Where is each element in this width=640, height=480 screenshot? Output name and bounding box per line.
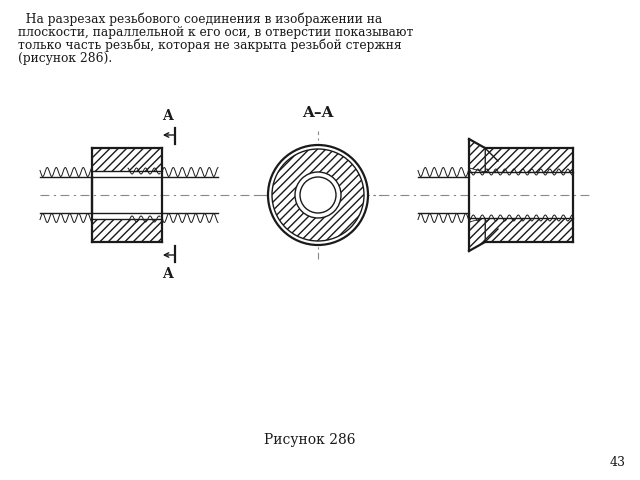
Text: (рисунок 286).: (рисунок 286).: [18, 52, 112, 65]
Text: На разрезах резьбового соединения в изображении на: На разрезах резьбового соединения в изоб…: [18, 13, 382, 26]
Polygon shape: [92, 148, 162, 171]
Circle shape: [295, 172, 341, 218]
Polygon shape: [92, 219, 162, 242]
Text: A: A: [162, 267, 172, 281]
Polygon shape: [469, 139, 485, 172]
Text: A: A: [162, 109, 172, 123]
Polygon shape: [485, 218, 573, 242]
Text: только часть резьбы, которая не закрыта резьбой стержня: только часть резьбы, которая не закрыта …: [18, 39, 402, 52]
Circle shape: [268, 145, 368, 245]
Text: плоскости, параллельной к его оси, в отверстии показывают: плоскости, параллельной к его оси, в отв…: [18, 26, 413, 39]
Circle shape: [300, 177, 336, 213]
Text: A–A: A–A: [302, 106, 333, 120]
Text: Рисунок 286: Рисунок 286: [264, 433, 356, 447]
Circle shape: [272, 149, 364, 241]
Polygon shape: [485, 148, 573, 172]
Text: 43: 43: [610, 456, 626, 468]
Polygon shape: [469, 218, 485, 251]
